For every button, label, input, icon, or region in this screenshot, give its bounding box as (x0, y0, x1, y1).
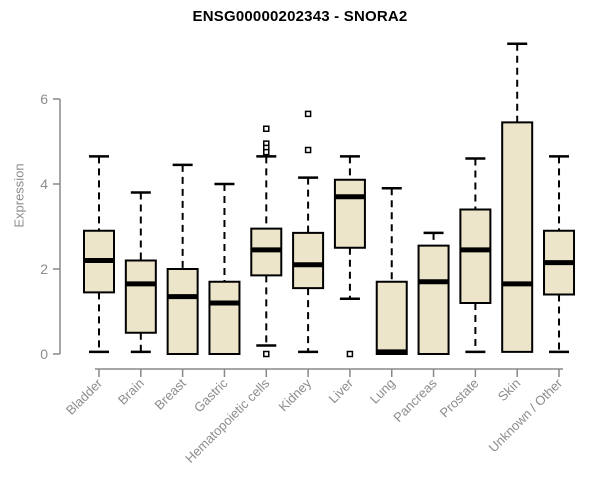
box (124, 259, 157, 334)
box (166, 268, 199, 355)
x-tick-label: Lung (367, 376, 398, 407)
box (459, 208, 492, 304)
x-tick-label: Unknown / Other (486, 375, 566, 455)
x-tick-label: Skin (495, 376, 523, 404)
outlier-point (304, 146, 312, 154)
x-tick-label: Liver (326, 375, 357, 406)
y-tick-label: 6 (40, 91, 48, 107)
x-tick-label: Bladder (63, 375, 106, 418)
y-tick-label: 4 (40, 176, 48, 192)
x-tick-label: Gastric (191, 375, 231, 415)
x-tick-label: Prostate (437, 376, 482, 421)
y-tick-label: 0 (40, 346, 48, 362)
chart-title: ENSG00000202343 - SNORA2 (192, 8, 408, 25)
box (417, 244, 450, 355)
outlier-point (263, 148, 270, 156)
x-tick-label: Brain (115, 376, 147, 408)
box (333, 178, 366, 249)
outlier-point (304, 110, 312, 118)
x-tick-label: Kidney (276, 375, 315, 414)
outlier-point (263, 350, 270, 358)
x-tick-label: Pancreas (390, 375, 440, 425)
outlier-point (346, 350, 354, 358)
x-tick-label: Breast (152, 375, 189, 412)
box (208, 280, 241, 355)
box (292, 231, 325, 290)
box (501, 121, 534, 353)
outlier-point (263, 125, 270, 132)
y-tick-label: 2 (40, 261, 48, 277)
box (375, 280, 408, 355)
